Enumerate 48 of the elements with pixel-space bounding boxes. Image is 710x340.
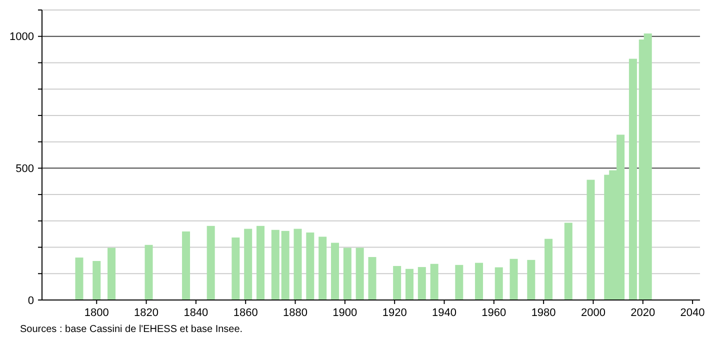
bar — [108, 248, 116, 300]
x-tick-label: 1960 — [482, 307, 506, 319]
bar — [318, 236, 327, 300]
y-tick-label: 0 — [28, 294, 34, 307]
bar — [356, 248, 364, 300]
bar — [281, 230, 290, 300]
bar — [92, 260, 101, 300]
bar — [368, 257, 376, 300]
bar — [393, 266, 402, 300]
bar — [544, 238, 553, 300]
y-tick-label: 1000 — [10, 31, 34, 44]
bar — [343, 248, 352, 300]
x-tick-label: 1800 — [84, 307, 109, 319]
x-tick-label: 1920 — [382, 307, 407, 319]
x-tick-label: 1980 — [531, 307, 556, 319]
x-tick-label: 2000 — [580, 307, 606, 319]
bar — [75, 258, 84, 300]
bar — [330, 242, 339, 300]
bar — [256, 226, 265, 300]
bar — [206, 226, 215, 300]
x-tick-label: 1840 — [184, 307, 208, 319]
bar — [510, 258, 518, 300]
x-tick-label: 1880 — [283, 307, 308, 319]
bar — [564, 222, 572, 300]
x-tick-label: 2020 — [630, 307, 656, 319]
bar — [182, 231, 190, 300]
x-tick-label: 2040 — [680, 307, 705, 319]
bar — [430, 264, 438, 300]
source-note: Sources : base Cassini de l'EHESS et base Insee. — [20, 324, 243, 335]
x-tick-label: 1820 — [134, 307, 159, 319]
x-tick-label: 1860 — [233, 307, 258, 319]
bar — [271, 230, 280, 300]
bar — [144, 244, 153, 300]
bar — [306, 232, 314, 300]
y-tick-label: 500 — [16, 163, 34, 176]
bar — [475, 262, 484, 300]
bar — [232, 238, 240, 300]
x-tick-label: 1900 — [332, 307, 358, 319]
bar — [294, 228, 302, 300]
bar — [494, 267, 503, 300]
bar — [244, 228, 252, 300]
bar — [628, 58, 637, 300]
bar — [586, 180, 595, 300]
bar — [405, 268, 414, 300]
x-tick-label: 1940 — [432, 307, 456, 319]
bar — [418, 267, 426, 300]
bar — [527, 260, 536, 300]
bar — [455, 264, 464, 300]
